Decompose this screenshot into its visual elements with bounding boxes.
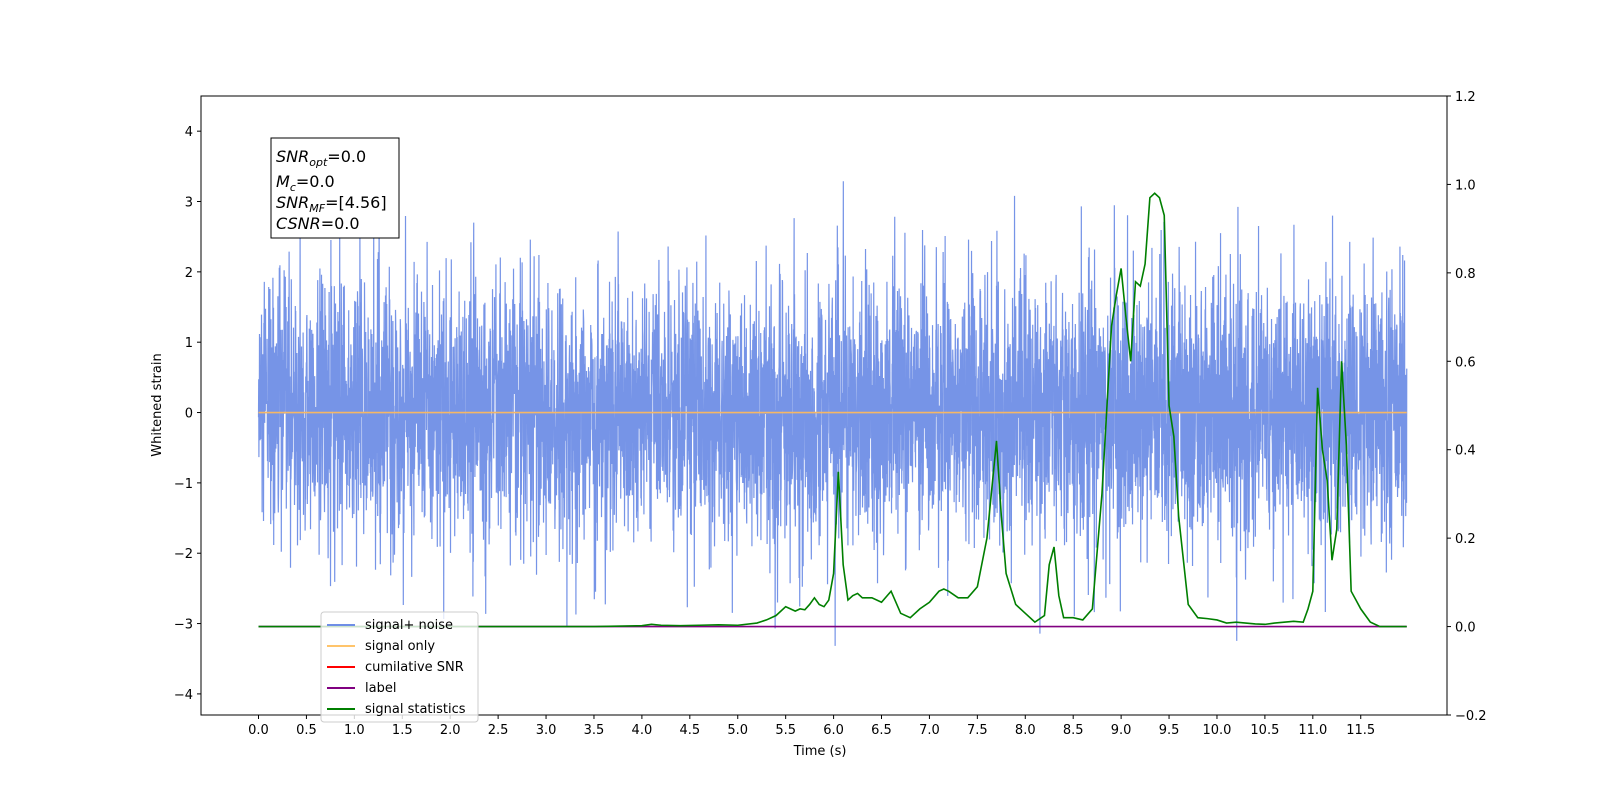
annotation-line-snr-mf: SNRMF=[4.56] (276, 193, 387, 215)
legend-label: signal only (365, 639, 435, 654)
legend-entry-label: label (327, 681, 396, 696)
y-tick-label: 4 (185, 125, 193, 140)
x-tick-label: 3.5 (584, 723, 605, 738)
legend-frame (320, 611, 479, 723)
x-tick-label: 8.5 (1063, 723, 1084, 738)
y-tick-label: 3 (185, 196, 193, 211)
x-tick-label: 1.5 (392, 723, 413, 738)
y-tick-label: 1 (185, 336, 193, 351)
y2-tick-label: 1.2 (1455, 90, 1476, 105)
annotation-line-csnr: CSNR=0.0 (276, 214, 360, 233)
legend-label: cumilative SNR (365, 660, 464, 675)
annotation-frame (270, 137, 400, 239)
x-tick-label: 6.5 (871, 723, 892, 738)
y2-tick-label: 0.4 (1455, 444, 1476, 459)
y-tick-label: 2 (185, 266, 193, 281)
series-signal-noise-line (257, 181, 1408, 646)
legend-label: signal+ noise (365, 618, 453, 633)
legend-entry-cumilative-snr: cumilative SNR (327, 660, 464, 675)
annotation-line-mc: Mc=0.0 (276, 172, 335, 194)
x-tick-label: 3.0 (536, 723, 557, 738)
x-tick-label: 2.0 (440, 723, 461, 738)
x-tick-label: 2.5 (488, 723, 509, 738)
y2-tick-label: 0.2 (1455, 532, 1476, 547)
y-tick-label: −3 (174, 618, 193, 633)
x-tick-label: 4.5 (679, 723, 700, 738)
legend-label: label (365, 681, 396, 696)
x-axis-label: Time (s) (793, 744, 847, 759)
legend-entry-signal-noise: signal+ noise (327, 618, 453, 633)
x-tick-label: 10.5 (1250, 723, 1279, 738)
x-tick-label: 6.0 (823, 723, 844, 738)
x-tick-label: 9.5 (1159, 723, 1180, 738)
x-tick-label: 4.0 (632, 723, 653, 738)
y-tick-label: −4 (174, 688, 193, 703)
y2-tick-label: 0.6 (1455, 355, 1476, 370)
x-tick-label: 0.0 (248, 723, 269, 738)
legend-label: signal statistics (365, 702, 466, 717)
x-tick-label: 5.5 (775, 723, 796, 738)
x-tick-label: 7.5 (967, 723, 988, 738)
annotation-box: SNRopt=0.0 Mc=0.0 SNRMF=[4.56] CSNR=0.0 (270, 137, 400, 239)
y2-tick-label: 0.8 (1455, 267, 1476, 282)
x-tick-label: 5.0 (727, 723, 748, 738)
x-tick-label: 10.0 (1202, 723, 1231, 738)
y2-tick-label: −0.2 (1455, 709, 1487, 724)
y-axis-label: Whitened strain (150, 353, 165, 456)
y-tick-label: 0 (185, 407, 193, 422)
x-tick-label: 0.5 (296, 723, 317, 738)
y-tick-label: −2 (174, 547, 193, 562)
series-signal-statistics-line (258, 192, 1407, 628)
legend-entry-signal-only: signal only (327, 639, 435, 654)
x-tick-label: 11.5 (1346, 723, 1375, 738)
annotation-line-snr-opt: SNRopt=0.0 (276, 147, 366, 169)
x-tick-label: 8.0 (1015, 723, 1036, 738)
y-tick-label: −1 (174, 477, 193, 492)
y2-tick-label: 1.0 (1455, 178, 1476, 193)
x-tick-label: 9.0 (1111, 723, 1132, 738)
x-tick-label: 1.0 (344, 723, 365, 738)
x-tick-label: 11.0 (1298, 723, 1327, 738)
plot-frame (200, 95, 1448, 716)
y2-tick-label: 0.0 (1455, 621, 1476, 636)
ticks-layer: 0.0 0.5 1.0 1.5 2.0 2.5 3.0 3.5 4.0 4.5 5.0 5.5 6.0 6… (174, 90, 1487, 738)
legend: signal+ noise signal only cumilative SNR… (320, 611, 479, 723)
x-tick-label: 7.0 (919, 723, 940, 738)
legend-entry-signal-statistics: signal statistics (327, 702, 466, 717)
